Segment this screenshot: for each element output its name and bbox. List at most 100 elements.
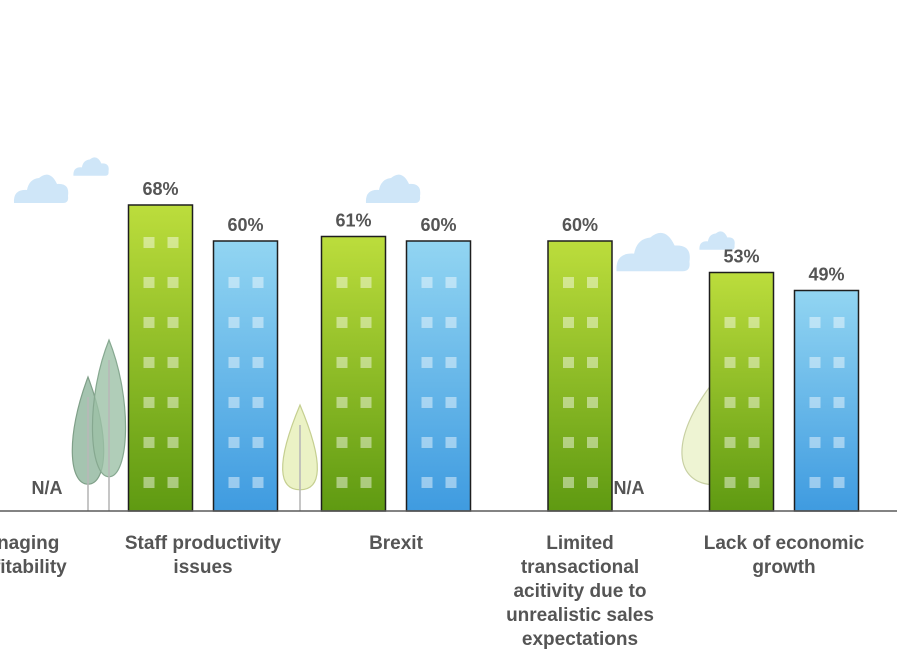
tree-icon [91,338,127,511]
clouds-layer [13,157,735,272]
window [748,357,760,368]
window [167,437,179,448]
data-label: 68% [142,179,178,199]
window [421,437,433,448]
window [360,397,372,408]
window [724,397,736,408]
window [587,317,598,328]
cloud-icon [699,231,735,250]
window [587,277,598,288]
window [336,477,348,488]
window [143,237,155,248]
window [421,317,433,328]
bar [320,235,387,512]
labels-layer: N/A Managingprofitability 68% 60% Staff prod… [0,179,865,650]
window [252,317,264,328]
window [228,437,240,448]
window [360,277,372,288]
x-tick-label: Managingprofitability [0,533,67,578]
window [833,317,845,328]
window [143,477,155,488]
window [228,277,240,288]
window [336,397,348,408]
window [336,437,348,448]
window [336,277,348,288]
window [563,277,574,288]
window [587,477,598,488]
window [587,397,598,408]
window [445,437,457,448]
data-label: 53% [723,247,759,267]
bar [547,240,613,512]
x-tick-label: Staff productivity issues [125,533,282,578]
data-label: 60% [420,215,456,235]
window [809,437,821,448]
window [360,317,372,328]
cloud-icon [616,232,690,272]
window [748,317,760,328]
window [833,357,845,368]
bar [212,240,279,512]
window [421,477,433,488]
window [336,317,348,328]
window [228,317,240,328]
window [587,357,598,368]
window [360,357,372,368]
window [445,357,457,368]
na-label: N/A [32,478,63,498]
window [833,397,845,408]
window [252,437,264,448]
bar [405,240,472,512]
window [167,397,179,408]
bar [127,204,194,512]
window [563,477,574,488]
window [143,437,155,448]
window [724,477,736,488]
window [421,397,433,408]
data-label: 49% [808,265,844,285]
window [809,357,821,368]
window [167,237,179,248]
window [809,317,821,328]
window [143,277,155,288]
bars-layer [127,204,860,512]
window [833,437,845,448]
window [724,437,736,448]
data-label: 61% [335,211,371,231]
x-tick-label: Lack of economic growth [704,533,865,578]
cloud-icon [13,174,69,203]
window [360,477,372,488]
window [809,477,821,488]
window [445,477,457,488]
window [336,357,348,368]
window [748,397,760,408]
window [724,357,736,368]
na-label: N/A [614,478,645,498]
window [143,317,155,328]
window [563,317,574,328]
window [563,397,574,408]
window [563,437,574,448]
cloud-icon [73,157,109,176]
tree-icon [282,403,318,511]
window [833,477,845,488]
window [252,477,264,488]
window [167,277,179,288]
bar [708,271,775,512]
window [445,277,457,288]
x-tick-label: Brexit [369,533,424,554]
window [748,437,760,448]
x-tick-label: Limited transactional acitivity due to unre… [506,533,654,650]
trees-layer [71,338,749,511]
window [167,477,179,488]
window [228,397,240,408]
window [360,437,372,448]
window [445,397,457,408]
window [587,437,598,448]
data-label: 60% [562,215,598,235]
window [228,357,240,368]
window [421,277,433,288]
window [445,317,457,328]
window [228,477,240,488]
